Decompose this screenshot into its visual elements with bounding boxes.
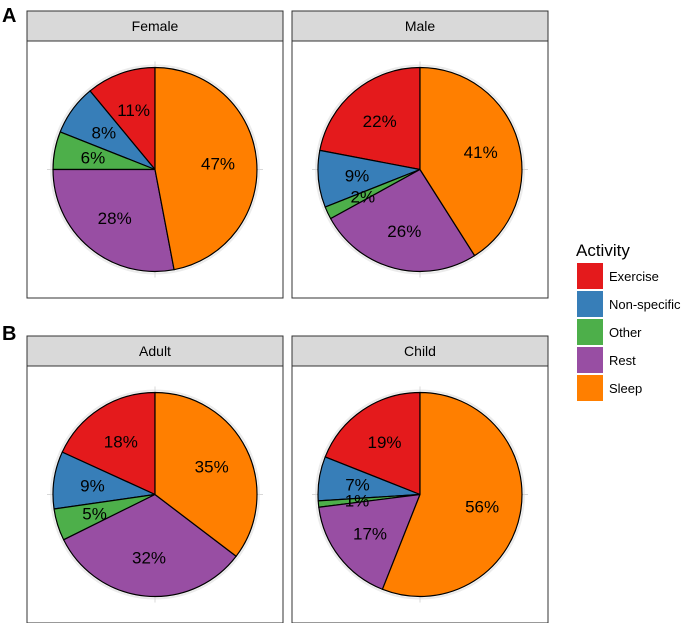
facet-strip [26,335,284,367]
legend-label-rest: Rest [609,353,636,368]
slice-label-other: 2% [351,187,376,206]
legend-swatch-non-specific [577,291,603,317]
section-label-a: A [2,5,16,27]
legend-label-exercise: Exercise [609,269,659,284]
pie-slice-sleep [154,66,258,271]
slice-label-non-specific: 7% [345,476,370,495]
slice-label-other: 1% [345,492,370,511]
pie-panel-female: Female 11%8% 6% 28% 47% [26,10,284,299]
legend-swatch-other [577,319,603,345]
facet-strip [291,10,549,42]
facet-title: Male [405,18,436,34]
pie-slice-exercise [61,391,156,496]
pie-slice-sleep [419,66,523,257]
legend-swatch-rest [577,347,603,373]
pie-slice-exercise [319,66,421,171]
slice-label-sleep: 35% [195,457,229,476]
pie-slice-rest [330,168,476,273]
section-label-b: B [2,323,16,345]
pie-slice-rest [63,493,237,598]
pie-panel-child: Child 19% 7%1% 17% 56% [291,335,549,623]
legend-swatch-sleep [577,375,603,401]
slice-label-exercise: 22% [363,112,397,131]
pie-slice-sleep [381,391,523,598]
pie-panels: Female11%8%6%28%47%Male22%9%2%26%41%Adul… [26,10,549,623]
slice-label-other: 5% [82,504,107,523]
facet-strip [26,10,284,42]
pie-slice-exercise [89,66,156,171]
pie-slice-rest [318,493,421,590]
slice-label-non-specific: 9% [80,477,105,496]
legend-label-other: Other [609,325,642,340]
slice-label-exercise: 19% [367,433,401,452]
slice-label-other: 6% [81,149,106,168]
slice-label-non-specific: 9% [345,167,370,186]
slice-label-sleep: 56% [465,497,499,516]
legend-title: Activity [576,241,630,260]
pie-slice-sleep [154,391,258,557]
slice-label-rest: 32% [132,549,166,568]
slice-label-rest: 26% [387,222,421,241]
slice-label-rest: 17% [353,524,387,543]
slice-label-exercise: 18% [104,432,138,451]
legend: Activity Exercise Non-specific Other Rest Sl… [576,241,681,401]
pie-slice-rest [52,168,175,273]
facet-title: Child [404,343,436,359]
pie-slice-exercise [324,391,421,496]
slice-label-sleep: 47% [201,155,235,174]
slice-label-exercise: 11% [117,101,150,120]
slice-label-sleep: 41% [464,143,498,162]
legend-label-sleep: Sleep [609,381,642,396]
facet-title: Female [132,18,179,34]
legend-label-non-specific: Non-specific [609,297,681,312]
slice-label-rest: 28% [98,209,132,228]
facet-title: Adult [139,343,171,359]
facet-strip [291,335,549,367]
legend-swatch-exercise [577,263,603,289]
pie-panel-male: Male 22% 9%2% 26% 41% [291,10,549,299]
slice-label-non-specific: 8% [92,123,117,142]
pie-panel-adult: Adult 18% 9% 5% 32% 35% [26,335,284,623]
